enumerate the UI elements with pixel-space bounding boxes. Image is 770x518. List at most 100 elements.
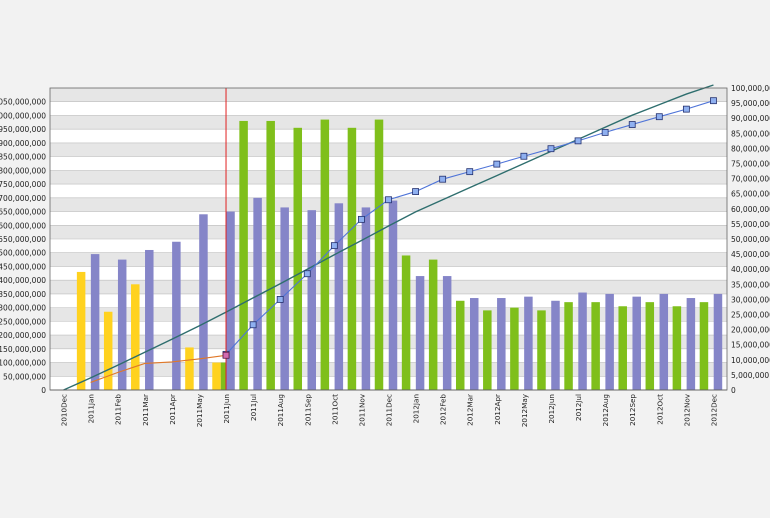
line-marker (358, 215, 365, 223)
bar (212, 362, 221, 390)
bar (253, 197, 262, 390)
bar (334, 203, 344, 390)
grid-band (50, 88, 727, 102)
y-tick-label: 1,000,000,000 (0, 111, 46, 120)
bar (401, 255, 411, 390)
bar (672, 306, 682, 390)
bar (578, 292, 587, 390)
bar (293, 127, 303, 391)
y2-tick-label: 80,000,000 (731, 144, 770, 153)
grid-band (50, 225, 727, 239)
bar (469, 298, 479, 390)
y2-tick-label: 5,000,000 (731, 371, 769, 380)
y2-tick-label: 35,000,000 (731, 280, 770, 289)
bar (713, 293, 723, 390)
bar (659, 293, 669, 390)
x-tick-label: 2012Mar (466, 394, 475, 426)
grid-band (50, 142, 727, 157)
bar (226, 211, 235, 390)
y-tick-label: 350,000,000 (0, 290, 46, 299)
bar (388, 200, 398, 390)
y-tick-label: 850,000,000 (0, 153, 46, 162)
x-tick-label: 2011Aug (276, 394, 285, 426)
y-tick-label: 100,000,000 (0, 359, 46, 368)
y2-tick-label: 0 (731, 386, 736, 395)
x-tick-label: 2012Apr (493, 394, 502, 425)
line-marker (520, 152, 528, 160)
bar (564, 302, 573, 390)
y2-tick-label: 85,000,000 (731, 129, 770, 138)
bar (280, 207, 289, 390)
grid-band (50, 197, 727, 212)
bar (551, 300, 560, 390)
x-tick-label: 2012Sep (628, 394, 637, 426)
y2-tick-label: 90,000,000 (731, 114, 770, 123)
y-tick-label: 600,000,000 (0, 221, 46, 230)
bar (347, 127, 357, 391)
x-tick-label: 2011Dec (385, 394, 394, 426)
y2-tick-label: 20,000,000 (731, 326, 770, 335)
line-marker (682, 105, 690, 113)
line-marker (385, 196, 392, 204)
y2-tick-label: 40,000,000 (731, 265, 770, 274)
bar (510, 307, 519, 390)
series-line (63, 84, 714, 391)
bar (266, 120, 275, 390)
bar (103, 311, 113, 390)
line-marker (249, 321, 257, 329)
y-tick-label: 700,000,000 (0, 194, 46, 203)
line-marker (601, 128, 609, 136)
y-tick-label: 950,000,000 (0, 125, 46, 134)
line-marker (276, 295, 284, 303)
y2-tick-label: 60,000,000 (731, 205, 770, 214)
y-tick-label: 450,000,000 (0, 262, 46, 271)
bar (307, 210, 317, 390)
x-tick-label: 2012May (520, 393, 529, 427)
bar (442, 276, 452, 390)
line-marker (574, 137, 582, 145)
bar (455, 300, 465, 390)
x-tick-label: 2011Jun (222, 394, 231, 424)
bar (497, 298, 506, 390)
x-tick-label: 2012Jan (412, 394, 421, 423)
x-tick-label: 2012Aug (601, 394, 610, 426)
x-tick-label: 2011May (195, 393, 204, 427)
y2-tick-label: 25,000,000 (731, 311, 770, 320)
line-marker (303, 270, 311, 278)
bar (591, 302, 600, 390)
y2-tick-label: 10,000,000 (731, 356, 770, 365)
y2-tick-label: 65,000,000 (731, 190, 770, 199)
grid-band (50, 252, 727, 267)
bar (645, 302, 655, 390)
y-tick-label: 500,000,000 (0, 249, 46, 258)
y-tick-label: 200,000,000 (0, 331, 46, 340)
bar (185, 347, 194, 390)
line-marker (547, 145, 555, 153)
x-tick-label: 2012Dec (709, 394, 718, 426)
y2-tick-label: 55,000,000 (731, 220, 770, 229)
bar (686, 298, 696, 390)
line-marker (628, 121, 636, 128)
y-tick-label: 0 (41, 386, 46, 395)
y-tick-label: 800,000,000 (0, 166, 46, 175)
bar (618, 306, 627, 390)
y2-tick-label: 50,000,000 (731, 235, 770, 244)
y-tick-label: 550,000,000 (0, 235, 46, 244)
x-tick-label: 2012Oct (655, 394, 664, 425)
x-tick-label: 2011Sep (303, 394, 312, 426)
grid-band (50, 115, 727, 130)
y2-tick-label: 30,000,000 (731, 295, 770, 304)
x-tick-label: 2010Dec (60, 394, 69, 426)
bar (524, 296, 533, 390)
y-tick-label: 750,000,000 (0, 180, 46, 189)
plot-frame (49, 87, 728, 391)
bar (117, 259, 127, 390)
x-tick-label: 2011Apr (168, 394, 177, 425)
bar (145, 249, 154, 390)
y2-tick-label: 15,000,000 (731, 341, 770, 350)
bar (605, 293, 614, 390)
x-tick-label: 2011Jul (249, 394, 258, 421)
bar (131, 284, 140, 390)
x-tick-label: 2011Oct (330, 394, 339, 425)
bar (199, 214, 208, 390)
